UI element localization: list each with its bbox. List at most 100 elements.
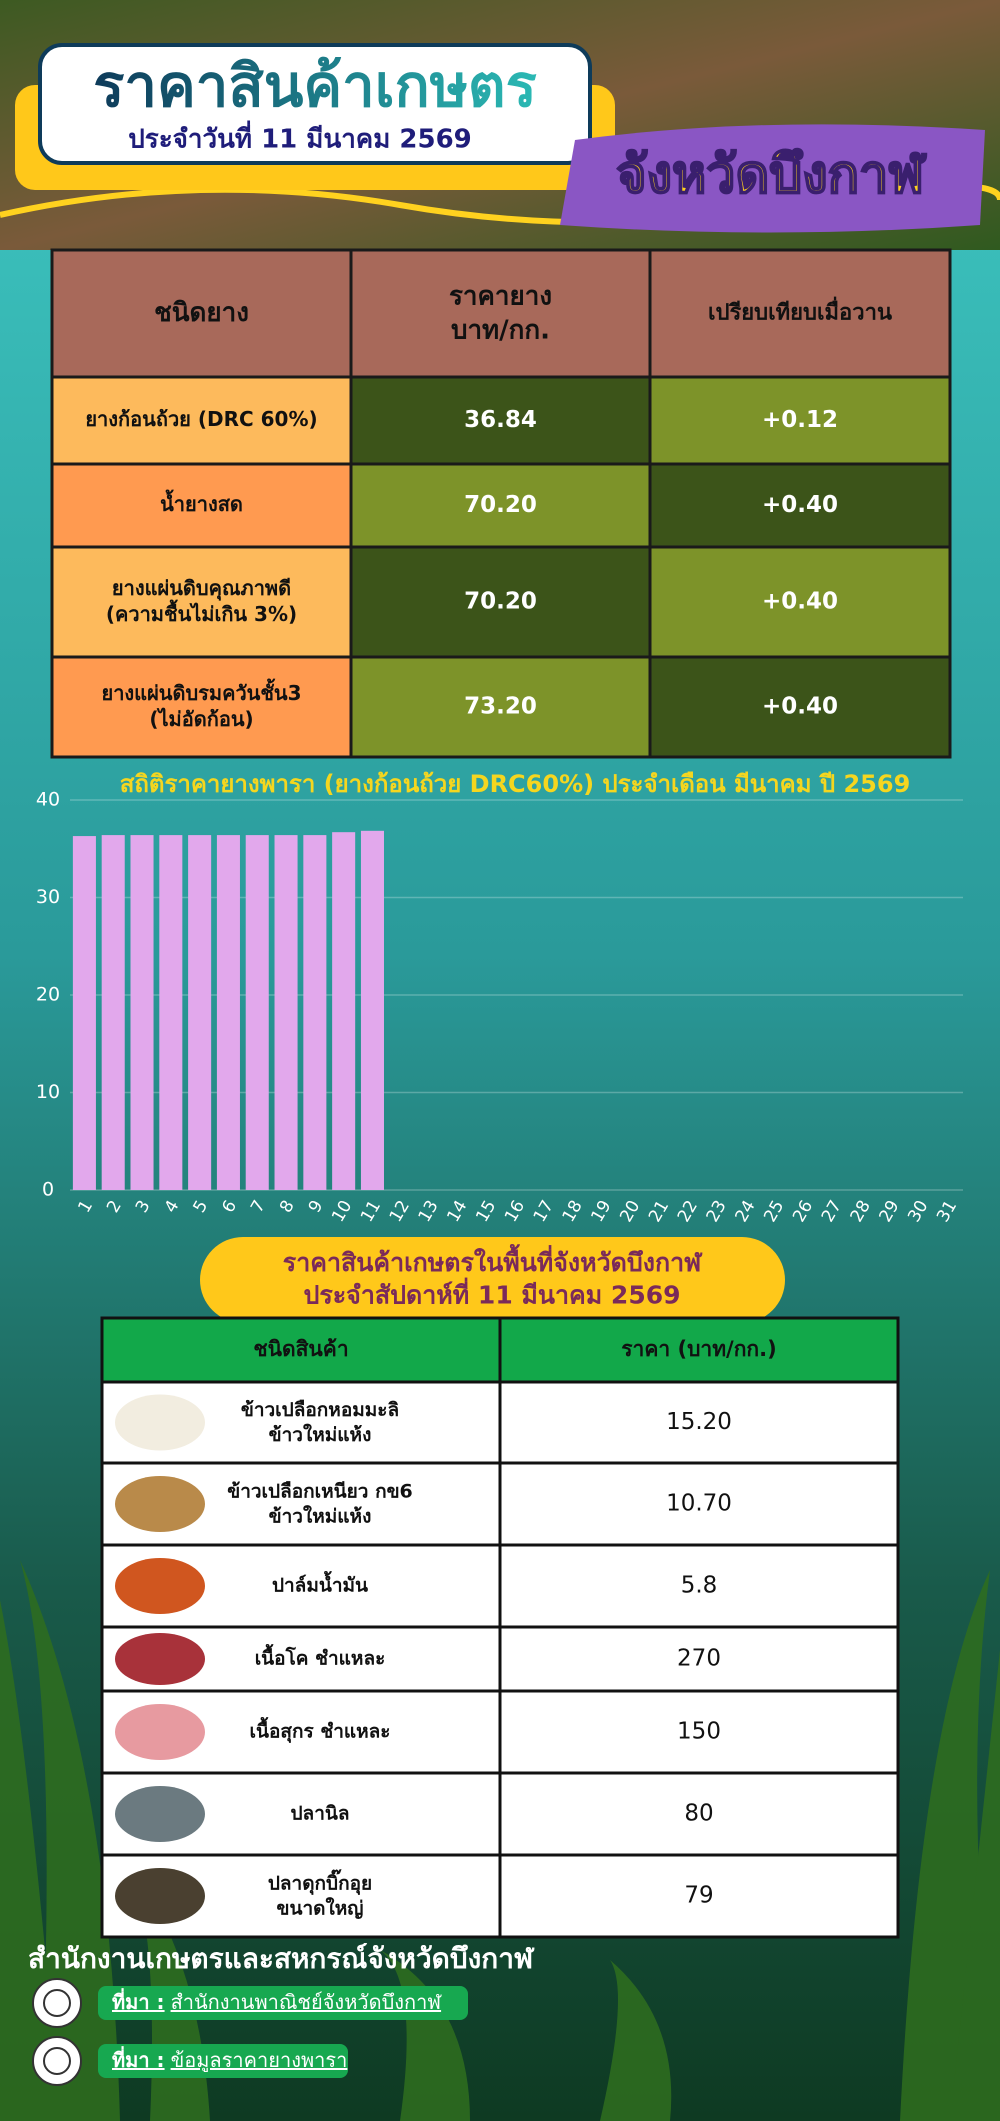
cell bbox=[349, 375, 652, 466]
y-tick-label: 40 bbox=[36, 789, 60, 811]
cell bbox=[498, 1771, 900, 1857]
product-image bbox=[115, 1868, 205, 1924]
rubber-name: ยางแผ่นดิบรมควันชั้น3 (ไม่อัดก้อน) bbox=[101, 678, 301, 731]
globe-icon-inner bbox=[43, 1989, 71, 2017]
bar bbox=[188, 835, 212, 1190]
rubber-name: ยางแผ่นดิบคุณภาพดี(ความชื้นไม่เกิน 3%) bbox=[106, 576, 297, 626]
price-text: +0.12 bbox=[762, 407, 838, 433]
price-text: +0.40 bbox=[762, 492, 838, 518]
bar bbox=[303, 835, 327, 1190]
bar bbox=[159, 835, 183, 1190]
bar bbox=[130, 835, 154, 1190]
header-cell bbox=[498, 1316, 900, 1384]
date: ประจำวันที่ 11 มีนาคม 2569 bbox=[128, 120, 472, 155]
source-pill bbox=[98, 2044, 348, 2078]
price-text: 73.20 bbox=[464, 694, 537, 720]
product-price: 80 bbox=[684, 1801, 713, 1827]
header-cell bbox=[349, 248, 652, 379]
product-name: ปลานิล bbox=[290, 1803, 349, 1825]
price-text: +0.40 bbox=[762, 694, 838, 720]
product-name: ข้าวเปลือกเหนียว กข6 ข้าวใหม่แห้ง bbox=[227, 1480, 413, 1527]
globe-icon-inner bbox=[43, 2047, 71, 2075]
cell bbox=[349, 655, 652, 759]
product-name: ข้าวเปลือกหอมมะลิข้าวใหม่แห้ง bbox=[241, 1399, 399, 1446]
product-price: 270 bbox=[677, 1646, 721, 1672]
bar bbox=[101, 835, 125, 1190]
bar bbox=[72, 836, 96, 1190]
bar bbox=[274, 835, 298, 1190]
cell bbox=[498, 1380, 900, 1465]
title: ราคาสินค้าเกษตร bbox=[93, 52, 537, 120]
office: สำนักงานเกษตรและสหกรณ์จังหวัดบึงกาฬ bbox=[28, 1942, 535, 1975]
price-text: 36.84 bbox=[464, 407, 537, 433]
bar bbox=[360, 830, 384, 1190]
products-table: ชนิดสินค้า ราคา (บาท/กก.) ข้าวเปลือกหอมมะล… bbox=[100, 1316, 900, 1939]
cell bbox=[50, 655, 353, 759]
cell bbox=[50, 462, 353, 549]
cell bbox=[648, 655, 952, 759]
product-image bbox=[115, 1786, 205, 1842]
product-price: 150 bbox=[677, 1719, 721, 1745]
bar bbox=[245, 835, 269, 1190]
source-text: ข้อมูลราคายางพารา bbox=[171, 2048, 348, 2073]
cell bbox=[498, 1853, 900, 1939]
products-title-pill bbox=[200, 1237, 785, 1323]
price-text: 70.20 bbox=[464, 589, 537, 615]
cell bbox=[648, 462, 952, 549]
province-banner bbox=[560, 124, 985, 233]
title-box bbox=[38, 43, 592, 165]
product-image bbox=[115, 1558, 205, 1614]
cell bbox=[349, 545, 652, 659]
bar bbox=[332, 832, 356, 1190]
product-name: เนื้อโค ชำแหละ bbox=[255, 1644, 386, 1670]
y-tick-label: 20 bbox=[36, 984, 60, 1006]
y-tick-label: 0 bbox=[42, 1179, 54, 1201]
source-label: ที่มา : bbox=[112, 2045, 165, 2072]
product-price: 15.20 bbox=[666, 1409, 732, 1435]
rubber-name: น้ำยางสด bbox=[160, 489, 243, 516]
header-cell bbox=[648, 248, 952, 379]
source: ที่มา : สำนักงานพาณิชย์จังหวัดบึงกาฬ bbox=[112, 1987, 442, 2014]
products-title: ราคาสินค้าเกษตรในพื้นที่จังหวัดบึงกาฬประ… bbox=[283, 1243, 703, 1310]
source-text: สำนักงานพาณิชย์จังหวัดบึงกาฬ bbox=[171, 1990, 443, 2014]
sources: ที่มา : สำนักงานพาณิชย์จังหวัดบึงกาฬที่มา… bbox=[32, 1978, 468, 2086]
province: จังหวัดบึงกาฬ bbox=[616, 145, 926, 205]
source-label: ที่มา : bbox=[112, 1987, 165, 2014]
header-text: ชนิดสินค้า bbox=[253, 1337, 348, 1361]
header-text: เปรียบเทียบเมื่อวาน bbox=[708, 296, 892, 326]
price-text: +0.40 bbox=[762, 589, 838, 615]
product-price: 5.8 bbox=[681, 1573, 718, 1599]
product-image bbox=[115, 1394, 205, 1451]
product-image bbox=[115, 1633, 205, 1685]
y-tick-label: 10 bbox=[36, 1081, 60, 1103]
product-image bbox=[115, 1476, 205, 1532]
y-tick-label: 30 bbox=[36, 886, 60, 908]
product-price: 79 bbox=[684, 1883, 713, 1909]
rubber-name: ยางก้อนถ้วย (DRC 60%) bbox=[85, 407, 317, 431]
header-cell bbox=[50, 248, 353, 379]
header-text: ชนิดยาง bbox=[154, 298, 249, 328]
price-text: 70.20 bbox=[464, 492, 537, 518]
product-name: เนื้อสุกร ชำแหละ bbox=[250, 1717, 391, 1744]
cell bbox=[498, 1625, 900, 1693]
globe-icon bbox=[32, 1978, 82, 2028]
bar bbox=[216, 835, 240, 1190]
cell bbox=[498, 1689, 900, 1775]
header-text: ราคา (บาท/กก.) bbox=[621, 1337, 776, 1361]
product-image bbox=[115, 1704, 205, 1760]
product-name: ปลาดุกบิ๊กอุยขนาดใหญ่ bbox=[268, 1868, 372, 1919]
source: ที่มา : ข้อมูลราคายางพารา bbox=[112, 2045, 347, 2073]
rubber-table: ชนิดยาง ราคายางบาท/กก. เปรียบเทียบเมื่อวาน… bbox=[50, 248, 952, 759]
source-pill bbox=[98, 1986, 468, 2020]
header-text: ราคายางบาท/กก. bbox=[449, 281, 552, 345]
cell bbox=[648, 375, 952, 466]
cell bbox=[498, 1543, 900, 1629]
grass bbox=[0, 1560, 1000, 2121]
header-cell bbox=[100, 1316, 502, 1384]
product-name: ปาล์มน้ำมัน bbox=[272, 1571, 368, 1597]
cell bbox=[648, 545, 952, 659]
globe-icon bbox=[32, 2036, 82, 2086]
product-price: 10.70 bbox=[666, 1491, 732, 1517]
